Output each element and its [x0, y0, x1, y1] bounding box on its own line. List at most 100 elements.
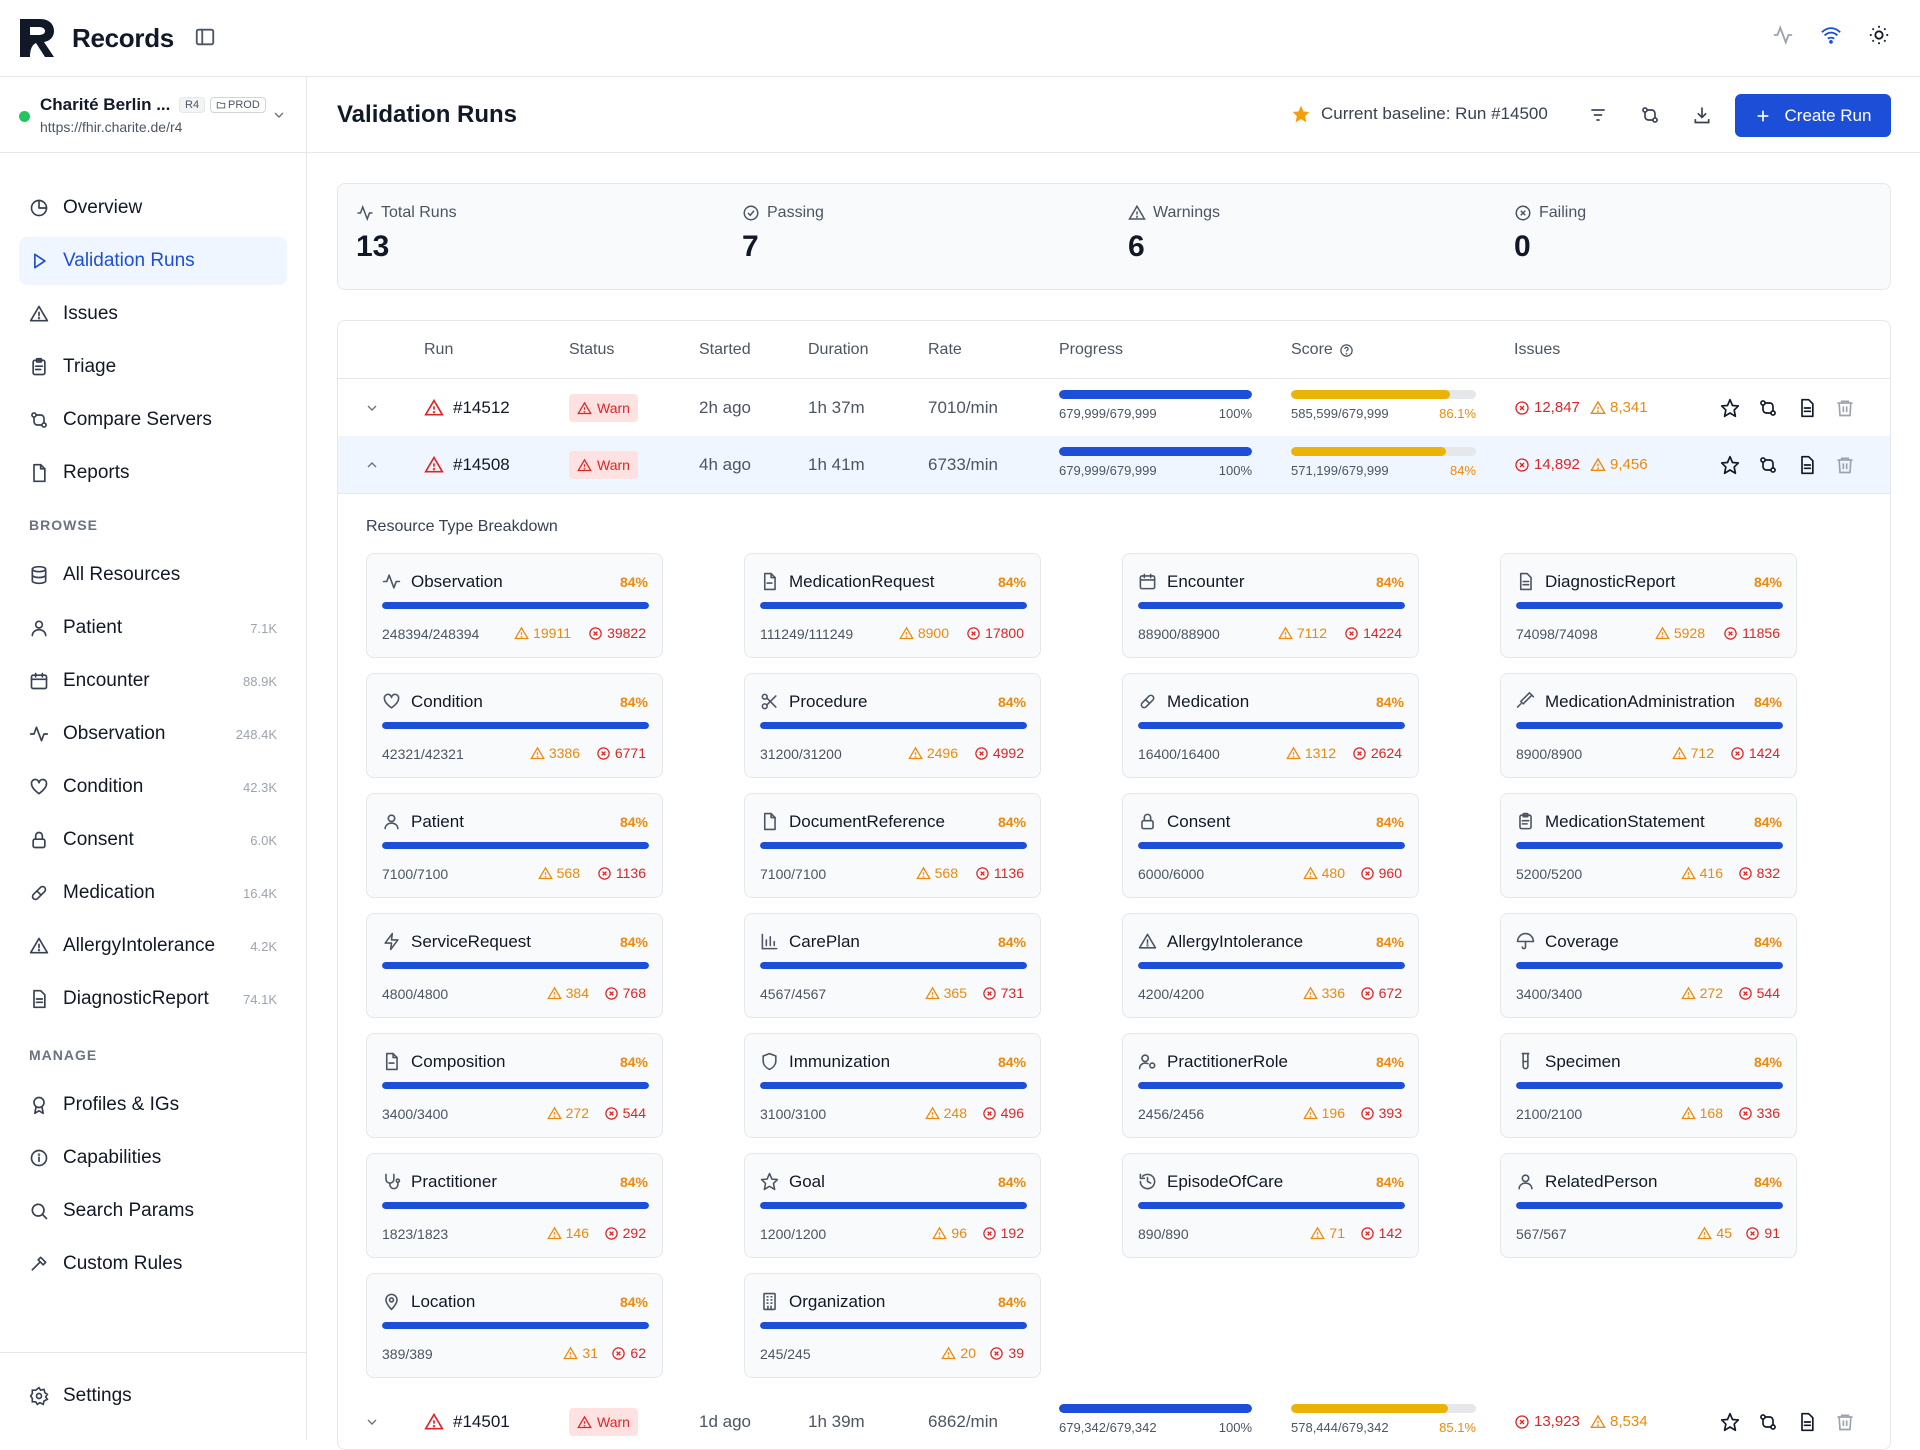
sidebar-item-allergyintolerance[interactable]: AllergyIntolerance 4.2K: [19, 922, 287, 970]
chevron-down-icon[interactable]: [271, 107, 287, 123]
resource-card[interactable]: Procedure 84% 31200/31200 2496 4992: [744, 673, 1041, 778]
sidebar-item-patient[interactable]: Patient 7.1K: [19, 604, 287, 652]
error-value: 768: [622, 985, 646, 1001]
star-icon[interactable]: [1720, 455, 1740, 475]
resource-card[interactable]: AllergyIntolerance 84% 4200/4200 336 672: [1122, 913, 1419, 1018]
error-value: 393: [1378, 1105, 1402, 1121]
run-id[interactable]: #14512: [453, 398, 510, 417]
trash-icon[interactable]: [1835, 455, 1855, 475]
report-icon[interactable]: [1797, 455, 1817, 475]
resource-card[interactable]: Encounter 84% 88900/88900 7112 14224: [1122, 553, 1419, 658]
resource-warnings: 7112: [1278, 625, 1327, 641]
user-icon: [29, 618, 49, 638]
sidebar-item-count: 248.4K: [235, 726, 277, 742]
download-icon[interactable]: [1692, 105, 1712, 125]
resource-card[interactable]: Composition 84% 3400/3400 272 544: [366, 1033, 663, 1138]
resource-card[interactable]: ServiceRequest 84% 4800/4800 384 768: [366, 913, 663, 1018]
resource-errors: 544: [604, 1105, 646, 1121]
resource-card[interactable]: DiagnosticReport 84% 74098/74098 5928 11856: [1500, 553, 1797, 658]
resource-count: 3400/3400: [1516, 986, 1583, 1002]
sidebar-item-compare-servers[interactable]: Compare Servers: [19, 396, 287, 444]
resource-card[interactable]: Location 84% 389/389 31 62: [366, 1273, 663, 1378]
resource-card[interactable]: Immunization 84% 3100/3100 248 496: [744, 1033, 1041, 1138]
trash-icon[interactable]: [1835, 398, 1855, 418]
resource-card[interactable]: Coverage 84% 3400/3400 272 544: [1500, 913, 1797, 1018]
folder-icon: [216, 102, 226, 109]
x-circle-icon: [982, 1226, 996, 1240]
sidebar-item-custom-rules[interactable]: Custom Rules: [19, 1240, 287, 1288]
resource-card[interactable]: Organization 84% 245/245 20 39: [744, 1273, 1041, 1378]
sidebar-item-validation-runs[interactable]: Validation Runs: [19, 237, 287, 285]
sidebar-item-triage[interactable]: Triage: [19, 343, 287, 391]
resource-warnings: 248: [924, 1105, 967, 1121]
wifi-icon[interactable]: [1820, 24, 1842, 46]
run-id[interactable]: #14501: [453, 1412, 510, 1431]
resource-card[interactable]: EpisodeOfCare 84% 890/890 71 142: [1122, 1153, 1419, 1258]
sidebar-item-encounter[interactable]: Encounter 88.9K: [19, 657, 287, 705]
sidebar-item-capabilities[interactable]: Capabilities: [19, 1134, 287, 1182]
sidebar-item-settings[interactable]: Settings: [19, 1372, 287, 1420]
bar-chart-icon: [760, 932, 779, 951]
table-row[interactable]: #14512 Warn 2h ago 1h 37m 7010/min 679,999/67…: [338, 379, 1890, 437]
resource-card[interactable]: PractitionerRole 84% 2456/2456 196 393: [1122, 1033, 1419, 1138]
sidebar-item-medication[interactable]: Medication 16.4K: [19, 869, 287, 917]
rate: 6862/min: [928, 1412, 998, 1431]
resource-card[interactable]: MedicationAdministration 84% 8900/8900 712 1…: [1500, 673, 1797, 778]
compare-icon[interactable]: [1758, 455, 1778, 475]
server-selector[interactable]: Charité Berlin ... R4 PROD https://fhir.…: [0, 77, 306, 153]
baseline-indicator[interactable]: Current baseline: Run #14500: [1291, 104, 1548, 124]
resource-percent: 84%: [1753, 1174, 1782, 1190]
resource-card[interactable]: Observation 84% 248394/248394 19911 39822: [366, 553, 663, 658]
resource-card[interactable]: Consent 84% 6000/6000 480 960: [1122, 793, 1419, 898]
sidebar-item-all-resources[interactable]: All Resources: [19, 551, 287, 599]
warning-icon: [908, 746, 923, 759]
resource-card[interactable]: RelatedPerson 84% 567/567 45 91: [1500, 1153, 1797, 1258]
sidebar-item-consent[interactable]: Consent 6.0K: [19, 816, 287, 864]
trash-icon[interactable]: [1835, 1412, 1855, 1432]
compare-icon[interactable]: [1758, 1412, 1778, 1432]
star-icon: [760, 1172, 779, 1191]
report-icon[interactable]: [1797, 1412, 1817, 1432]
compare-icon[interactable]: [1758, 398, 1778, 418]
resource-card[interactable]: Condition 84% 42321/42321 3386 6771: [366, 673, 663, 778]
resource-card[interactable]: Goal 84% 1200/1200 96 192: [744, 1153, 1041, 1258]
chevron-up-icon[interactable]: [364, 457, 380, 473]
score-bar: [1291, 1404, 1476, 1413]
report-icon[interactable]: [1797, 398, 1817, 418]
resource-card[interactable]: DocumentReference 84% 7100/7100 568 1136: [744, 793, 1041, 898]
sidebar-toggle-icon[interactable]: [194, 26, 216, 48]
sidebar-item-search-params[interactable]: Search Params: [19, 1187, 287, 1235]
activity-icon[interactable]: [1772, 24, 1794, 46]
compare-icon[interactable]: [1640, 105, 1660, 125]
warning-count: 9,456: [1590, 456, 1648, 473]
sidebar-item-profiles-igs[interactable]: Profiles & IGs: [19, 1081, 287, 1129]
resource-card[interactable]: MedicationStatement 84% 5200/5200 416 832: [1500, 793, 1797, 898]
create-run-button[interactable]: Create Run: [1735, 94, 1891, 137]
sidebar-item-diagnosticreport[interactable]: DiagnosticReport 74.1K: [19, 975, 287, 1023]
resource-percent: 84%: [1375, 814, 1404, 830]
sidebar-item-overview[interactable]: Overview: [19, 184, 287, 232]
sidebar-item-reports[interactable]: Reports: [19, 449, 287, 497]
resource-name: Observation: [411, 572, 503, 591]
resource-card[interactable]: MedicationRequest 84% 111249/111249 8900 178…: [744, 553, 1041, 658]
sun-icon[interactable]: [1868, 24, 1890, 46]
warning-icon: [1302, 986, 1318, 999]
sidebar-item-condition[interactable]: Condition 42.3K: [19, 763, 287, 811]
resource-card[interactable]: Patient 84% 7100/7100 568 1136: [366, 793, 663, 898]
sidebar-item-issues[interactable]: Issues: [19, 290, 287, 338]
resource-errors: 6771: [596, 745, 646, 761]
sidebar-item-observation[interactable]: Observation 248.4K: [19, 710, 287, 758]
resource-card[interactable]: Specimen 84% 2100/2100 168 336: [1500, 1033, 1797, 1138]
resource-progress-bar: [1516, 722, 1783, 729]
table-row[interactable]: #14508 Warn 4h ago 1h 41m 6733/min 679,999/67…: [338, 436, 1890, 494]
star-icon[interactable]: [1720, 1412, 1740, 1432]
filter-icon[interactable]: [1588, 105, 1608, 125]
resource-card[interactable]: CarePlan 84% 4567/4567 365 731: [744, 913, 1041, 1018]
chevron-down-icon[interactable]: [364, 400, 380, 416]
table-row[interactable]: #14501 Warn 1d ago 1h 39m 6862/min 679,342/67…: [338, 1393, 1890, 1449]
resource-card[interactable]: Medication 84% 16400/16400 1312 2624: [1122, 673, 1419, 778]
chevron-down-icon[interactable]: [364, 1414, 380, 1430]
resource-card[interactable]: Practitioner 84% 1823/1823 146 292: [366, 1153, 663, 1258]
run-id[interactable]: #14508: [453, 455, 510, 474]
star-icon[interactable]: [1720, 398, 1740, 418]
